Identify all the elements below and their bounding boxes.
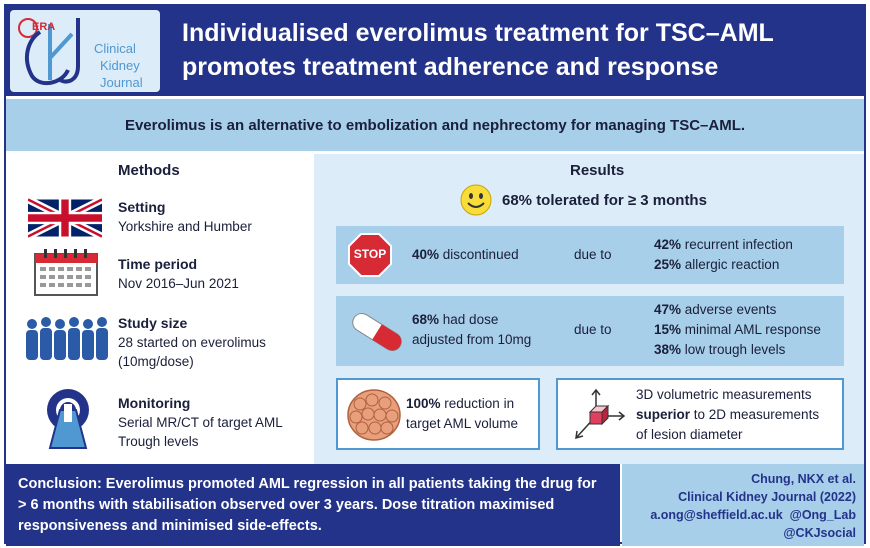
study-text2: (10mg/dose): [118, 354, 194, 369]
page-title: Individualised everolimus treatment for …: [182, 16, 852, 84]
reason-text: allergic reaction: [681, 257, 780, 272]
adjusted-pct: 68%: [412, 312, 440, 327]
3d-axes-icon: [575, 388, 626, 440]
monitoring-head: Monitoring: [118, 395, 191, 411]
logo-line1: Clinical: [94, 41, 136, 56]
methods-panel: Methods Setting Yorkshire and Humber T: [6, 154, 311, 464]
volumetric-line1: 3D volumetric measurements: [636, 387, 812, 402]
volumetric-bold: superior: [636, 407, 691, 422]
title-line2: promotes treatment adherence and respons…: [182, 53, 719, 81]
reduction-box: 100% reduction in target AML volume: [336, 378, 540, 450]
discontinued-due: due to: [574, 247, 612, 262]
citation-panel: Chung, NKX et al. Clinical Kidney Journa…: [622, 464, 864, 546]
citation-social[interactable]: @CKJsocial: [783, 526, 856, 540]
discontinued-box: STOP 40% discontinued due to 42% recurre…: [336, 226, 844, 284]
monitoring-text1: Serial MR/CT of target AML: [118, 415, 283, 430]
adjusted-reason-3: 38% low trough levels: [654, 340, 785, 360]
methods-title: Methods: [118, 162, 180, 179]
reason-pct: 25%: [654, 257, 682, 272]
mri-scanner-icon: [47, 389, 89, 449]
setting-item: Setting Yorkshire and Humber: [118, 198, 252, 236]
volumetric-box: 3D volumetric measurements superior to 2…: [556, 378, 844, 450]
discontinued-reason-2: 25% allergic reaction: [654, 255, 779, 275]
ckj-logo: ERA Clinical Kidney Journal: [10, 10, 160, 92]
tumor-cells-icon: [347, 389, 401, 441]
header: ERA Clinical Kidney Journal Individualis…: [6, 6, 864, 96]
discontinued-label: discontinued: [439, 247, 519, 262]
time-text: Nov 2016–Jun 2021: [118, 276, 239, 291]
calendar-icon: [34, 249, 98, 296]
citation-authors: Chung, NKX et al.: [751, 472, 856, 486]
citation-journal: Clinical Kidney Journal (2022): [678, 490, 856, 504]
study-text1: 28 started on everolimus: [118, 335, 266, 350]
volumetric-text: 3D volumetric measurements superior to 2…: [636, 385, 819, 445]
subtitle-banner: Everolimus is an alternative to emboliza…: [6, 99, 864, 151]
infographic: ERA Clinical Kidney Journal Individualis…: [4, 4, 866, 546]
volumetric-line2: to 2D measurements: [690, 407, 820, 422]
reduction-pct: 100%: [406, 396, 441, 411]
tolerated-text: 68% tolerated for ≥ 3 months: [502, 192, 707, 209]
reason-pct: 38%: [654, 342, 682, 357]
time-item: Time period Nov 2016–Jun 2021: [118, 255, 239, 293]
reason-text: recurrent infection: [681, 237, 793, 252]
discontinued-reason-1: 42% recurrent infection: [654, 235, 793, 255]
study-item: Study size 28 started on everolimus (10m…: [118, 314, 266, 371]
adjusted-text1: had dose: [439, 312, 499, 327]
reduction-text: 100% reduction in target AML volume: [406, 394, 518, 434]
stop-label: STOP: [353, 247, 387, 261]
logo-line2: Kidney: [100, 58, 140, 73]
adjusted-text2: adjusted from 10mg: [412, 332, 532, 347]
era-label: ERA: [32, 21, 56, 33]
results-title: Results: [570, 162, 625, 179]
reduction-text1: reduction in: [440, 396, 515, 411]
discontinued-text: 40% discontinued: [412, 245, 519, 265]
setting-head: Setting: [118, 199, 166, 215]
people-icon: [26, 317, 108, 360]
adjusted-reason-1: 47% adverse events: [654, 300, 776, 320]
smiley-icon: [460, 184, 492, 216]
reason-pct: 47%: [654, 302, 682, 317]
monitoring-item: Monitoring Serial MR/CT of target AML Tr…: [118, 394, 283, 451]
conclusion-text: Everolimus promoted AML regression in al…: [18, 476, 597, 534]
conclusion-label: Conclusion:: [18, 476, 102, 492]
ckj-logo-icon: [18, 18, 80, 86]
reason-text: minimal AML response: [681, 322, 821, 337]
dose-adjusted-text: 68% had dose adjusted from 10mg: [412, 310, 531, 350]
monitoring-text2: Trough levels: [118, 434, 199, 449]
time-head: Time period: [118, 256, 198, 272]
dose-adjusted-box: 68% had dose adjusted from 10mg due to 4…: [336, 296, 844, 366]
reason-text: adverse events: [681, 302, 777, 317]
pill-capsule-icon: [352, 312, 402, 352]
adjusted-reason-2: 15% minimal AML response: [654, 320, 821, 340]
logo-line3: Journal: [100, 75, 143, 90]
adjusted-due: due to: [574, 322, 612, 337]
reason-text: low trough levels: [681, 342, 786, 357]
citation-contact[interactable]: a.ong@sheffield.ac.uk @Ong_Lab: [650, 508, 856, 522]
reason-pct: 15%: [654, 322, 682, 337]
stop-sign-icon: [348, 233, 392, 277]
title-line1: Individualised everolimus treatment for …: [182, 19, 774, 47]
reason-pct: 42%: [654, 237, 682, 252]
conclusion-panel: Conclusion: Everolimus promoted AML regr…: [6, 464, 620, 546]
reduction-text2: target AML volume: [406, 416, 519, 431]
discontinued-pct: 40%: [412, 247, 440, 262]
setting-text: Yorkshire and Humber: [118, 219, 252, 234]
results-panel: Results 68% tolerated for ≥ 3 months STO…: [314, 154, 864, 464]
uk-flag-icon: [28, 198, 102, 238]
study-head: Study size: [118, 315, 188, 331]
volumetric-line3: of lesion diameter: [636, 427, 743, 442]
